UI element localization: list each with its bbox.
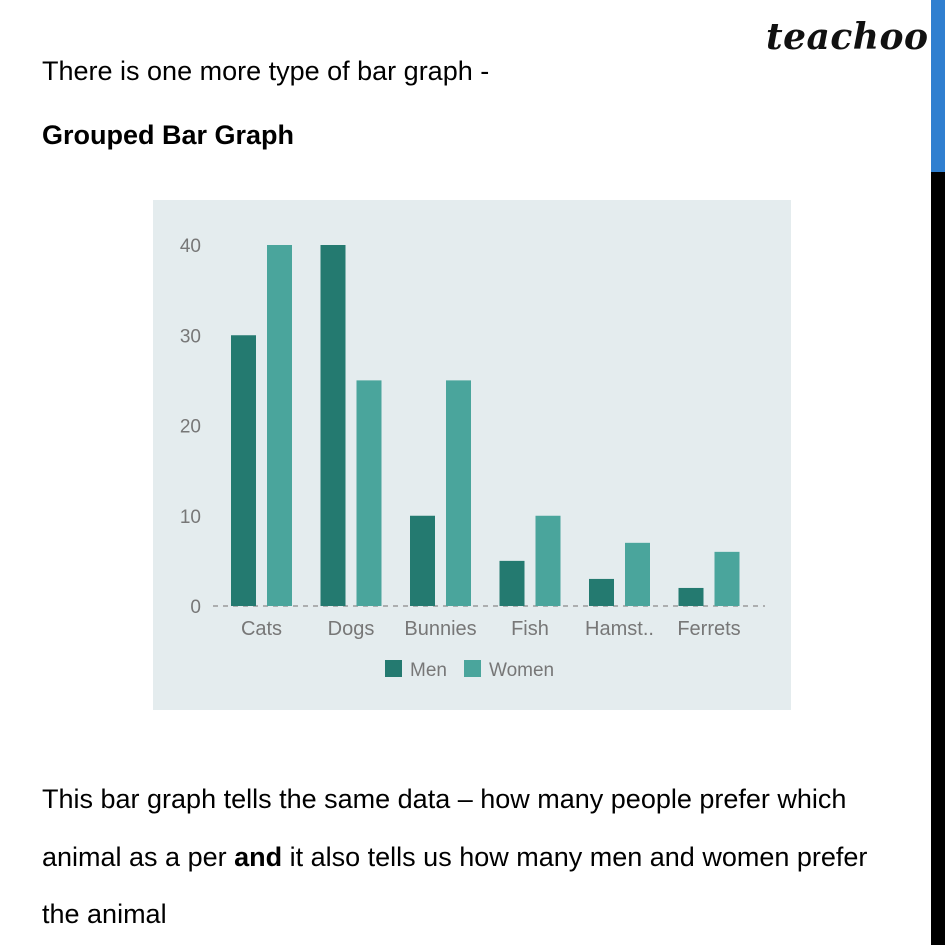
scrollbar-track[interactable]	[931, 0, 945, 945]
bar-men-4	[589, 578, 614, 606]
bar-women-5	[714, 551, 740, 606]
section-heading: Grouped Bar Graph	[42, 120, 295, 150]
bar-men-3	[499, 560, 525, 606]
description-bold: and	[234, 841, 283, 872]
x-tick-label-5: Ferrets	[677, 618, 740, 640]
legend-label-women: Women	[489, 660, 554, 681]
bar-women-0	[267, 245, 292, 606]
description-part-2: it also tells us how many men and women …	[42, 841, 868, 930]
description-paragraph: This bar graph tells the same data – how…	[42, 771, 902, 944]
bar-men-1	[320, 245, 346, 606]
intro-text: There is one more type of bar graph -	[42, 56, 490, 86]
x-tick-label-0: Cats	[241, 618, 282, 640]
y-tick-label-2: 20	[180, 417, 201, 438]
teachoo-logo: teachoo	[766, 16, 929, 58]
x-tick-label-4: Hamst..	[585, 618, 654, 640]
bar-men-5	[678, 587, 704, 606]
legend-label-men: Men	[410, 660, 447, 681]
bar-women-1	[356, 380, 382, 606]
chart-svg: 0 10 20 30 40 Cats Dogs Bunnies Fish Hamst.. Ferre…	[180, 236, 765, 681]
x-tick-label-1: Dogs	[328, 618, 375, 640]
description-part-1: This bar graph tells the same data – how…	[42, 784, 847, 872]
bar-women-3	[535, 515, 561, 606]
x-tick-label-3: Fish	[511, 618, 549, 640]
bar-men-2	[410, 515, 435, 606]
bar-women-2	[446, 380, 471, 606]
y-tick-label-4: 40	[180, 236, 201, 257]
scrollbar-thumb[interactable]	[931, 0, 945, 172]
legend-swatch-men	[385, 660, 402, 677]
bar-men-0	[231, 335, 256, 606]
y-tick-label-0: 0	[190, 597, 201, 618]
x-tick-label-2: Bunnies	[404, 618, 476, 640]
grouped-bar-chart: 0 10 20 30 40 Cats Dogs Bunnies Fish Hamst.. Ferre…	[153, 200, 791, 710]
y-tick-label-1: 10	[180, 507, 201, 528]
legend-swatch-women	[464, 660, 481, 677]
y-tick-label-3: 30	[180, 326, 201, 347]
bar-women-4	[625, 542, 650, 606]
